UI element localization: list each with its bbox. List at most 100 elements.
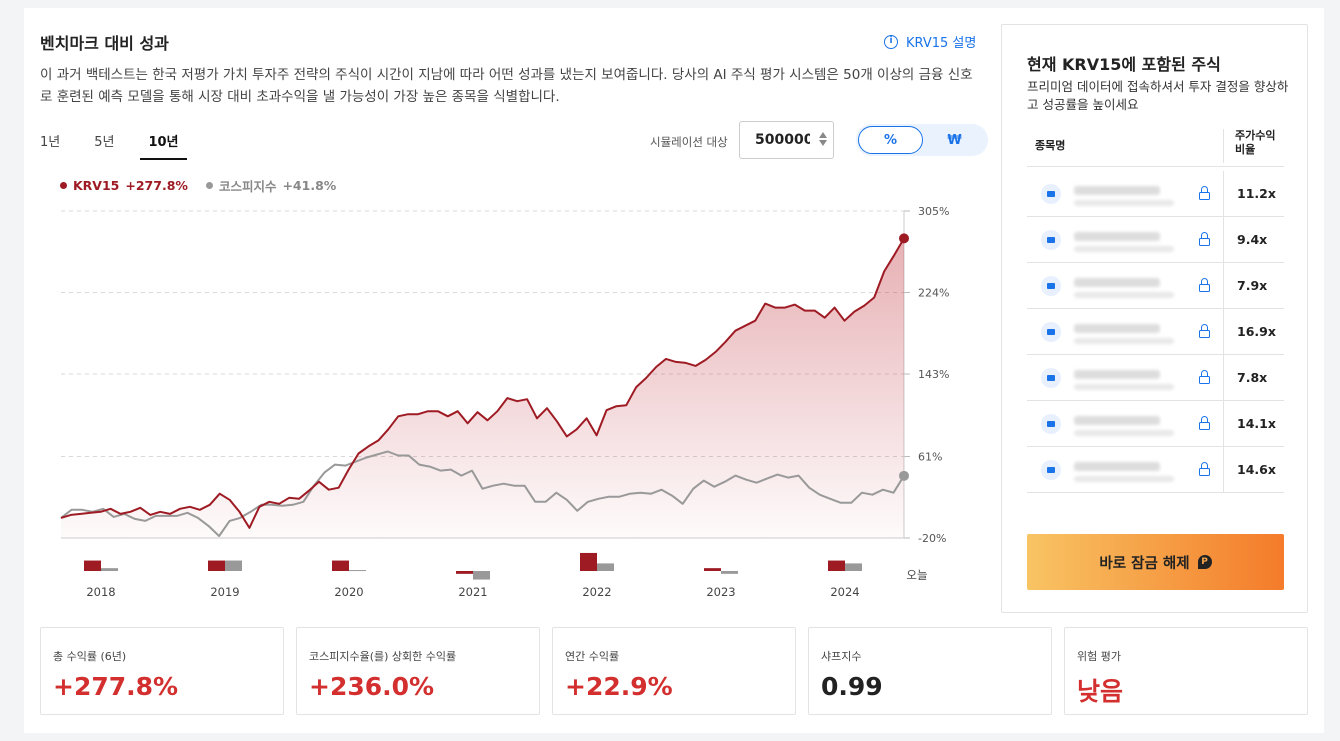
- blurred-stock-name: [1074, 462, 1160, 471]
- benchmark-description: 이 과거 백테스트는 한국 저평가 가치 투자주 전략의 주식이 시간이 지남에…: [40, 67, 973, 105]
- legend-krv-name: KRV15: [73, 178, 120, 193]
- lock-icon[interactable]: [1199, 324, 1210, 338]
- x-year-label: 2020: [334, 585, 363, 599]
- stat-label: 연간 수익률: [565, 650, 620, 663]
- stock-row[interactable]: 14.1x: [1027, 401, 1284, 447]
- stat-card-excess-return: 코스피지수율(를) 상회한 수익률 +236.0%: [296, 627, 540, 715]
- side-subtitle: 프리미엄 데이터에 접속하셔서 투자 결정을 향상하고 성공률을 높이세요: [1027, 79, 1289, 112]
- stat-card-annual-return: 연간 수익률 +22.9%: [552, 627, 796, 715]
- stat-value: +277.8%: [53, 672, 179, 701]
- stock-table-header: 종목명 주가수익비율: [1027, 125, 1284, 167]
- pe-ratio-value: 7.9x: [1223, 263, 1284, 308]
- pe-ratio-value: 7.8x: [1223, 355, 1284, 400]
- lock-icon[interactable]: [1199, 232, 1210, 246]
- laptop-icon: [1041, 368, 1061, 388]
- pe-ratio-value: 11.2x: [1223, 171, 1284, 216]
- period-tabs: 1년 5년 10년: [40, 128, 221, 160]
- unlock-button[interactable]: 바로 잠금 해제 P: [1027, 534, 1284, 590]
- list-fade: [1027, 509, 1284, 527]
- simulation-amount-value: 5000000: [755, 132, 810, 148]
- krv15-info-link[interactable]: i KRV15 설명: [884, 32, 976, 51]
- kospi-line: [60, 450, 905, 537]
- lock-icon[interactable]: [1199, 416, 1210, 430]
- annual-bar-krv: [332, 560, 349, 571]
- stat-card-total-return: 총 수익률 (6년) +277.8%: [40, 627, 284, 715]
- stock-row[interactable]: 9.4x: [1027, 217, 1284, 263]
- stat-card-risk: 위험 평가 낮음: [1064, 627, 1308, 715]
- page-container: 벤치마크 대비 성과 i KRV15 설명 이 과거 백테스트는 한국 저평가 …: [24, 8, 1324, 733]
- blurred-stock-code: [1074, 338, 1174, 344]
- stat-value: +22.9%: [565, 672, 673, 701]
- stat-label: 총 수익률 (6년): [53, 650, 127, 663]
- krv-end-point: [899, 233, 909, 244]
- stock-row[interactable]: 14.6x: [1027, 447, 1284, 493]
- lock-icon[interactable]: [1199, 278, 1210, 292]
- annual-bar-kospi: [845, 563, 862, 571]
- blurred-stock-name: [1074, 324, 1160, 333]
- stock-row[interactable]: 7.8x: [1027, 355, 1284, 401]
- x-year-label: 2022: [582, 585, 611, 599]
- x-year-label: 2023: [706, 585, 735, 599]
- amount-stepper[interactable]: [819, 132, 827, 146]
- side-panel: 현재 KRV15에 포함된 주식 프리미엄 데이터에 접속하셔서 투자 결정을 …: [1001, 24, 1308, 613]
- x-year-label: 2024: [830, 585, 859, 599]
- lock-icon[interactable]: [1199, 370, 1210, 384]
- annual-bar-kospi: [473, 571, 490, 580]
- toggle-won[interactable]: ₩: [947, 132, 962, 148]
- krv-area: [61, 238, 904, 538]
- annual-bar-krv: [704, 568, 721, 571]
- stock-row[interactable]: 16.9x: [1027, 309, 1284, 355]
- legend-krv-value: +277.8%: [125, 178, 188, 193]
- laptop-icon: [1041, 322, 1061, 342]
- tab-5y[interactable]: 5년: [94, 135, 115, 150]
- blurred-stock-name: [1074, 278, 1160, 287]
- shopping-bag-icon: [1041, 276, 1061, 296]
- blurred-stock-name: [1074, 232, 1160, 241]
- blurred-stock-code: [1074, 476, 1174, 482]
- pe-ratio-value: 9.4x: [1223, 217, 1284, 262]
- chart-legend: KRV15 +277.8% 코스피지수 +41.8%: [60, 176, 336, 195]
- blurred-stock-code: [1074, 384, 1174, 390]
- simulation-label: 시뮬레이션 대상: [650, 135, 728, 149]
- x-year-label: 2021: [458, 585, 487, 599]
- legend-krv: KRV15 +277.8%: [60, 176, 188, 195]
- annual-bar-krv: [580, 552, 597, 571]
- stat-value: 0.99: [821, 672, 883, 701]
- y-tick-label: -20%: [918, 532, 946, 545]
- stat-label: 코스피지수율(를) 상회한 수익률: [309, 650, 457, 663]
- x-year-label: 2019: [210, 585, 239, 599]
- wallet-icon: [1041, 460, 1061, 480]
- annual-bar-kospi: [721, 571, 738, 574]
- toggle-percent[interactable]: %: [858, 126, 923, 154]
- stepper-down-icon[interactable]: [819, 140, 827, 146]
- lock-icon[interactable]: [1199, 186, 1210, 200]
- benchmark-title: 벤치마크 대비 성과: [40, 34, 169, 53]
- blurred-stock-code: [1074, 430, 1174, 436]
- wallet-icon: [1041, 414, 1061, 434]
- col-pe-ratio: 주가수익비율: [1223, 129, 1283, 163]
- legend-kospi-name: 코스피지수: [218, 179, 277, 194]
- pe-ratio-value: 16.9x: [1223, 309, 1284, 354]
- blurred-stock-name: [1074, 186, 1160, 195]
- lock-icon[interactable]: [1199, 462, 1210, 476]
- pe-ratio-value: 14.6x: [1223, 447, 1284, 492]
- stepper-up-icon[interactable]: [819, 132, 827, 138]
- krv-line: [60, 237, 905, 529]
- unlock-button-label: 바로 잠금 해제: [1099, 555, 1190, 572]
- col-stock-name: 종목명: [1035, 139, 1066, 152]
- annual-bar-krv: [456, 571, 473, 574]
- info-icon: i: [884, 34, 898, 49]
- annual-bar-kospi: [225, 560, 242, 571]
- y-tick-label: 61%: [918, 451, 942, 464]
- stock-row[interactable]: 11.2x: [1027, 171, 1284, 217]
- annual-bar-krv: [208, 560, 225, 571]
- simulation-amount-input[interactable]: 5000000: [739, 121, 834, 159]
- phone-icon: [1041, 230, 1061, 250]
- stock-row[interactable]: 7.9x: [1027, 263, 1284, 309]
- legend-kospi-dot: [205, 182, 213, 189]
- tab-1y[interactable]: 1년: [40, 135, 61, 150]
- blurred-stock-name: [1074, 416, 1160, 425]
- annual-bar-kospi: [101, 568, 118, 571]
- y-tick-label: 305%: [918, 205, 949, 218]
- tab-10y[interactable]: 10년: [140, 128, 187, 160]
